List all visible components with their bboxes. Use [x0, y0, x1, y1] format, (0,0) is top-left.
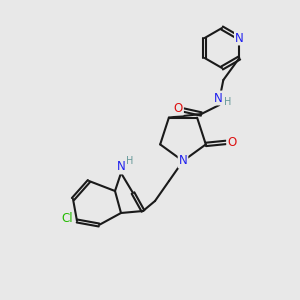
Text: O: O	[227, 136, 236, 149]
Text: H: H	[224, 97, 231, 107]
Text: Cl: Cl	[61, 212, 73, 226]
Text: N: N	[178, 154, 188, 167]
Text: N: N	[235, 32, 244, 44]
Text: N: N	[214, 92, 223, 104]
Text: N: N	[117, 160, 125, 173]
Text: O: O	[174, 101, 183, 115]
Text: H: H	[126, 156, 134, 166]
